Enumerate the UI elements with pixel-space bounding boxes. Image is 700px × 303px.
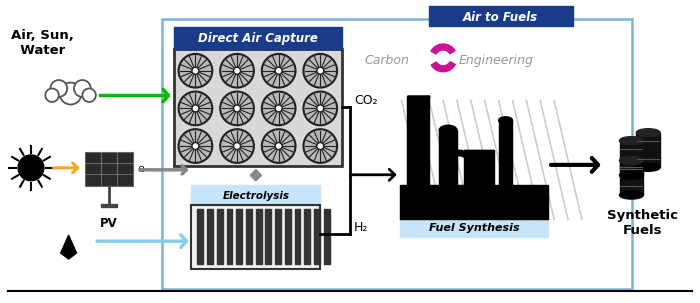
Text: Air to Fuels: Air to Fuels [463,11,538,24]
Bar [636,133,660,167]
Text: Engineering: Engineering [459,54,534,67]
Bar [174,27,342,49]
Circle shape [317,67,323,74]
Circle shape [275,67,282,74]
Bar [246,209,252,264]
Polygon shape [61,235,76,259]
Circle shape [60,83,81,105]
Text: Direct Air Capture: Direct Air Capture [198,32,318,45]
Bar [207,209,213,264]
Bar [439,130,457,185]
Bar [304,209,310,264]
Circle shape [18,155,44,181]
Bar [323,209,330,264]
Circle shape [192,67,199,74]
Ellipse shape [498,117,512,124]
Text: Fuel Synthesis: Fuel Synthesis [428,223,519,233]
Bar [275,209,281,264]
Ellipse shape [620,137,643,145]
Circle shape [262,54,295,88]
Circle shape [303,54,337,88]
Bar [237,209,242,264]
Circle shape [275,105,282,112]
Text: H₂: H₂ [354,221,368,234]
Circle shape [262,92,295,125]
Bar [314,209,320,264]
Text: PV: PV [100,217,118,230]
Circle shape [317,105,323,112]
Circle shape [178,129,212,163]
Circle shape [220,54,254,88]
Ellipse shape [439,125,457,135]
Bar [265,209,272,264]
Circle shape [317,143,323,149]
Bar [620,160,643,195]
Polygon shape [431,62,455,72]
Circle shape [46,88,59,102]
Text: CO₂: CO₂ [354,94,377,107]
Bar [429,6,573,26]
Bar [400,217,548,237]
Bar [174,49,342,166]
Ellipse shape [636,163,660,171]
Text: Air, Sun,
  Water: Air, Sun, Water [11,29,74,57]
Bar [620,141,643,175]
Bar [285,209,290,264]
Text: e: e [137,164,144,174]
Circle shape [262,129,295,163]
Bar [197,209,204,264]
Circle shape [234,143,241,149]
Bar [162,19,632,289]
Circle shape [74,80,91,97]
Bar [464,150,494,185]
Circle shape [220,92,254,125]
Circle shape [303,92,337,125]
Circle shape [83,88,96,102]
Bar [50,93,92,105]
Circle shape [234,67,241,74]
Bar [192,185,321,205]
Text: Electrolysis: Electrolysis [223,191,289,201]
Bar [102,204,117,208]
Bar [217,209,223,264]
Text: Carbon: Carbon [365,54,409,67]
Circle shape [303,129,337,163]
Circle shape [275,143,282,149]
Circle shape [220,129,254,163]
Ellipse shape [636,129,660,137]
Bar [85,152,133,186]
Bar [227,209,232,264]
Circle shape [192,105,199,112]
Text: Synthetic
Fuels: Synthetic Fuels [607,209,678,238]
Polygon shape [431,44,455,54]
Bar [498,120,512,185]
Bar [407,95,429,185]
Bar [295,209,300,264]
Ellipse shape [620,171,643,179]
Circle shape [50,80,67,97]
Ellipse shape [620,156,643,165]
Bar [256,209,262,264]
Circle shape [234,105,241,112]
Bar [400,185,548,219]
Bar [192,205,321,269]
Circle shape [178,92,212,125]
Circle shape [192,143,199,149]
Ellipse shape [620,191,643,199]
Circle shape [178,54,212,88]
